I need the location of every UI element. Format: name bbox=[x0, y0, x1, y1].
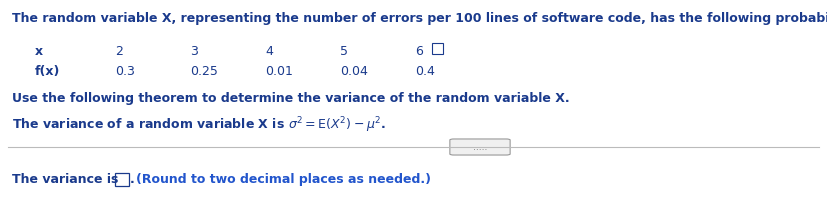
Text: .....: ..... bbox=[473, 143, 487, 152]
Text: The variance is: The variance is bbox=[12, 172, 122, 185]
Text: .: . bbox=[130, 172, 135, 185]
FancyBboxPatch shape bbox=[432, 44, 443, 55]
Text: 6: 6 bbox=[415, 45, 423, 58]
Text: 0.3: 0.3 bbox=[115, 65, 135, 78]
Text: 3: 3 bbox=[190, 45, 198, 58]
Text: 0.4: 0.4 bbox=[415, 65, 435, 78]
Text: 0.25: 0.25 bbox=[190, 65, 218, 78]
Text: 2: 2 bbox=[115, 45, 123, 58]
FancyBboxPatch shape bbox=[115, 173, 129, 186]
Text: (Round to two decimal places as needed.): (Round to two decimal places as needed.) bbox=[136, 172, 431, 185]
Text: 5: 5 bbox=[340, 45, 348, 58]
Text: The variance of a random variable X is $\sigma^2 = \mathrm{E}\left(X^2\right) - : The variance of a random variable X is $… bbox=[12, 114, 386, 134]
Text: 0.01: 0.01 bbox=[265, 65, 293, 78]
Text: f(x): f(x) bbox=[35, 65, 60, 78]
Text: The random variable X, representing the number of errors per 100 lines of softwa: The random variable X, representing the … bbox=[12, 12, 827, 25]
Text: x: x bbox=[35, 45, 43, 58]
Text: Use the following theorem to determine the variance of the random variable X.: Use the following theorem to determine t… bbox=[12, 92, 570, 104]
Text: 4: 4 bbox=[265, 45, 273, 58]
Text: 0.04: 0.04 bbox=[340, 65, 368, 78]
FancyBboxPatch shape bbox=[450, 139, 510, 155]
